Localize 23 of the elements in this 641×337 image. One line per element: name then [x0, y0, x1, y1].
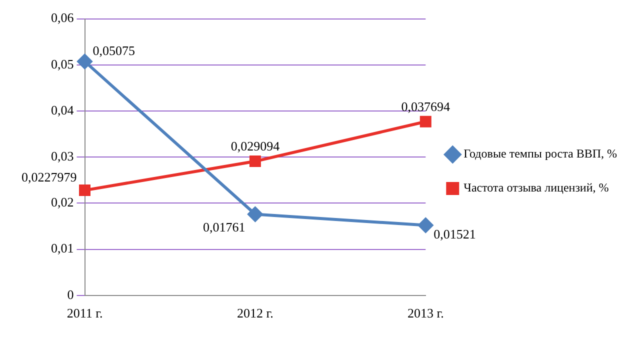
x-tick-label: 2011 г.: [66, 306, 103, 321]
legend-label: Частота отзыва лицензий, %: [464, 180, 609, 195]
y-tick-label: 0,02: [51, 194, 74, 210]
point: [418, 218, 434, 233]
y-tick-label: 0,05: [51, 56, 74, 72]
data-label: 0,01761: [202, 220, 246, 235]
y-tick-label: 0,04: [51, 102, 74, 118]
point: [420, 116, 432, 128]
y-tick-label: 0: [67, 286, 74, 302]
y-tick-label: 0,01: [51, 240, 74, 256]
legend-label: Годовые темпы роста ВВП, %: [464, 146, 618, 161]
data-label: 0,05075: [92, 42, 135, 58]
data-label: 0,037694: [401, 99, 451, 114]
data-label: 0,029094: [230, 138, 280, 154]
point: [248, 206, 263, 222]
point: [249, 156, 261, 168]
y-tick-label: 0,06: [51, 10, 74, 26]
data-label: 0,01521: [434, 226, 476, 242]
y-tick-label: 0,03: [51, 148, 74, 164]
x-tick-label: 2012 г.: [237, 306, 274, 321]
data-label: 0,0227979: [22, 170, 77, 185]
point: [79, 184, 90, 196]
x-tick-label: 2013 г.: [407, 306, 444, 321]
